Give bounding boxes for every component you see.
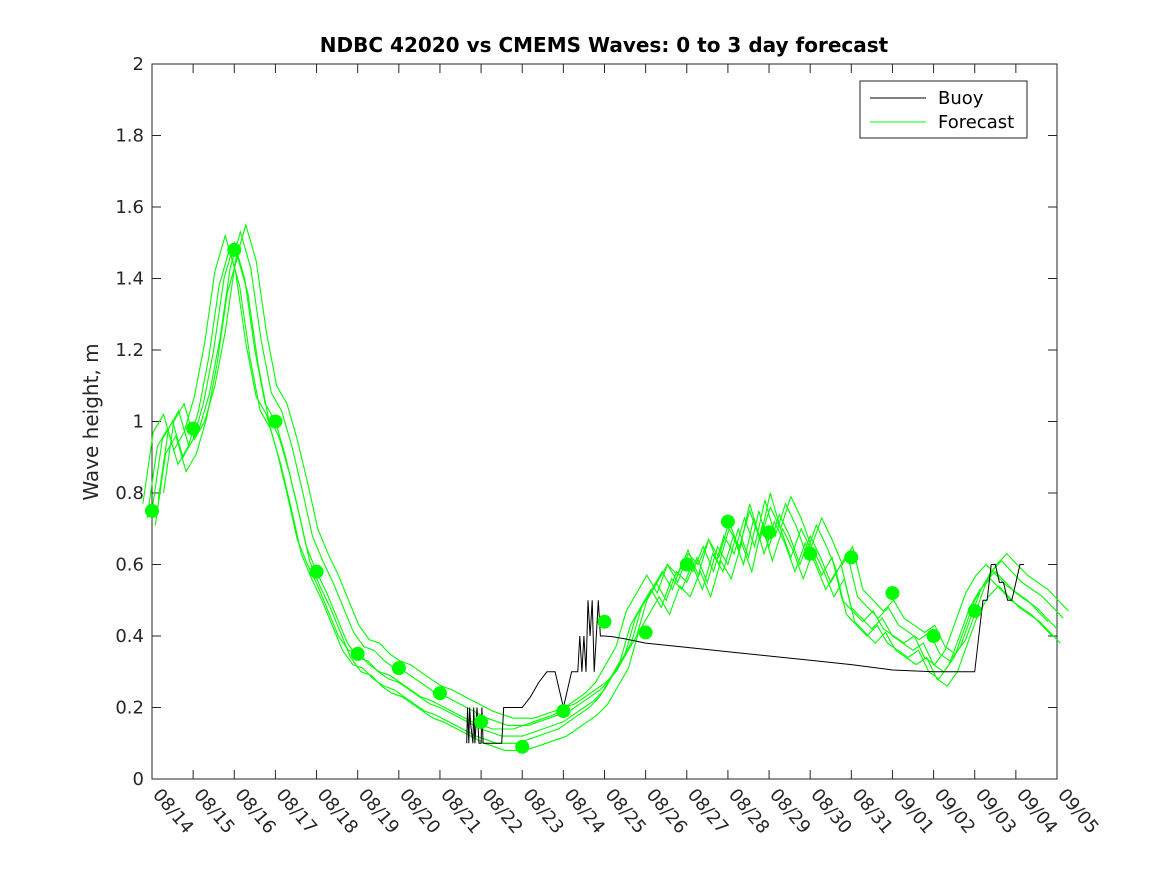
forecast-marker — [515, 739, 530, 754]
forecast-marker — [432, 686, 447, 701]
forecast-marker — [309, 564, 324, 579]
x-tick-label: 08/18 — [313, 785, 362, 838]
x-tick-label: 09/01 — [889, 785, 938, 838]
x-tick-label: 08/29 — [765, 785, 814, 838]
x-tick-label: 08/17 — [272, 785, 321, 838]
legend-box — [859, 80, 1028, 139]
legend-forecast-label: Forecast — [938, 112, 1014, 133]
axes-box — [151, 63, 1058, 780]
y-tick-label: 1.2 — [115, 340, 144, 361]
y-tick-label: 1.6 — [115, 197, 144, 218]
forecast-marker — [679, 557, 694, 572]
forecast-marker — [926, 629, 941, 643]
x-tick-label: 08/26 — [642, 785, 691, 838]
y-tick-label: 1 — [133, 412, 144, 433]
x-tick-label: 08/19 — [354, 785, 403, 838]
x-tick-label: 08/25 — [601, 785, 650, 838]
forecast-marker — [474, 714, 489, 729]
forecast-marker — [227, 242, 242, 257]
x-tick-label: 09/02 — [930, 785, 979, 838]
forecast-line-6 — [142, 233, 1049, 730]
forecast-marker — [556, 704, 571, 719]
x-tick-label: 09/04 — [1012, 785, 1061, 838]
forecast-marker — [186, 421, 201, 436]
x-tick-label: 08/30 — [806, 785, 855, 838]
y-tick-label: 1.8 — [115, 126, 144, 147]
forecast-marker — [597, 614, 612, 629]
x-tick-label: 08/21 — [436, 785, 485, 838]
y-tick-label: 0 — [133, 769, 144, 790]
forecast-line-4 — [162, 222, 1069, 719]
forecast-marker — [720, 514, 735, 529]
y-tick-label: 0.8 — [115, 483, 144, 504]
x-tick-label: 08/22 — [477, 785, 526, 838]
x-tick-label: 08/14 — [148, 785, 197, 838]
x-tick-label: 09/05 — [1053, 785, 1102, 838]
x-tick-label: 08/27 — [683, 785, 732, 838]
x-tick-label: 08/15 — [189, 785, 238, 838]
forecast-marker — [762, 525, 777, 540]
forecast-line-2 — [157, 230, 1064, 726]
x-tick-label: 08/16 — [230, 785, 279, 838]
x-tick-label: 08/24 — [560, 785, 609, 838]
forecast-marker — [638, 625, 653, 640]
y-tick-label: 0.6 — [115, 555, 144, 576]
forecast-marker — [885, 586, 900, 601]
forecast-marker — [391, 661, 406, 676]
y-tick-label: 2 — [133, 54, 144, 75]
forecast-marker — [268, 414, 283, 429]
forecast-marker — [844, 550, 859, 565]
forecast-marker — [145, 503, 159, 518]
forecast-marker — [967, 603, 982, 618]
x-tick-label: 08/28 — [724, 785, 773, 838]
x-tick-label: 08/23 — [518, 785, 567, 838]
y-axis-label: Wave height, m — [79, 343, 103, 500]
x-tick-label: 08/20 — [395, 785, 444, 838]
x-tick-label: 09/03 — [971, 785, 1020, 838]
y-tick-label: 1.4 — [115, 269, 144, 290]
legend: Buoy Forecast — [859, 80, 1028, 139]
y-tick-label: 0.2 — [115, 698, 144, 719]
forecast-line-5 — [154, 255, 1061, 751]
chart-title: NDBC 42020 vs CMEMS Waves: 0 to 3 day fo… — [320, 33, 889, 57]
plot-area: 00.20.40.60.811.21.41.61.8208/1408/1508/… — [115, 54, 1102, 838]
legend-buoy-label: Buoy — [938, 88, 984, 109]
forecast-marker — [350, 646, 365, 661]
x-tick-label: 08/31 — [847, 785, 896, 838]
y-tick-label: 0.4 — [115, 626, 144, 647]
forecast-marker — [803, 546, 818, 561]
